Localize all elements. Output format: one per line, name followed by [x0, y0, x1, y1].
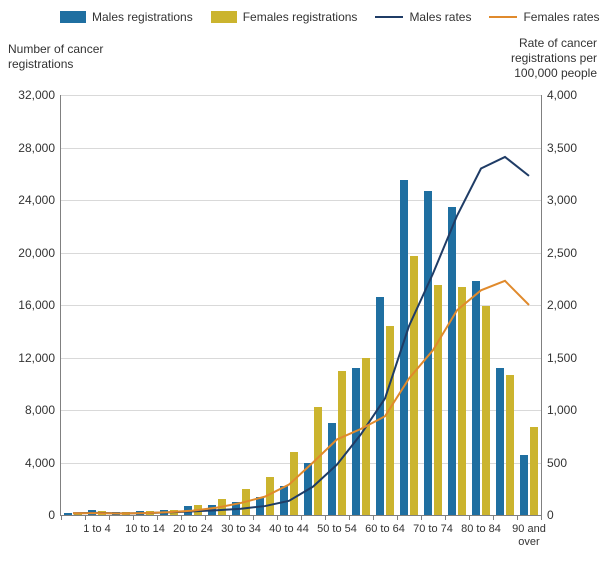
y2-tick-label: 1,000: [547, 403, 577, 417]
legend: Males registrations Females registrations…: [60, 10, 583, 24]
legend-line: [375, 16, 403, 18]
y2-tick-label: 3,000: [547, 193, 577, 207]
legend-line: [489, 16, 517, 18]
x-tick-mark: [541, 515, 542, 520]
x-tick-mark: [61, 515, 62, 520]
y1-tick-label: 16,000: [18, 298, 55, 312]
y1-tick-label: 8,000: [25, 403, 55, 417]
y2-tick-label: 2,000: [547, 298, 577, 312]
y1-tick-label: 32,000: [18, 88, 55, 102]
x-tick-mark: [493, 515, 494, 520]
y1-tick-label: 0: [48, 508, 55, 522]
y2-tick-label: 500: [547, 456, 567, 470]
x-tick-label: 90 andover: [512, 523, 546, 548]
x-tick-mark: [349, 515, 350, 520]
legend-label: Males registrations: [92, 10, 193, 24]
y1-tick-label: 12,000: [18, 351, 55, 365]
y2-tick-label: 1,500: [547, 351, 577, 365]
y2-tick-label: 0: [547, 508, 554, 522]
x-tick-label: 80 to 84: [461, 523, 501, 536]
x-tick-label: 1 to 4: [83, 523, 111, 536]
chart-container: Males registrations Females registrations…: [0, 0, 603, 576]
x-tick-label: 50 to 54: [317, 523, 357, 536]
x-tick-label: 10 to 14: [125, 523, 165, 536]
x-tick-mark: [445, 515, 446, 520]
x-tick-mark: [205, 515, 206, 520]
legend-label: Females registrations: [243, 10, 358, 24]
legend-item: Females rates: [489, 10, 599, 24]
x-tick-mark: [157, 515, 158, 520]
y1-tick-label: 4,000: [25, 456, 55, 470]
legend-swatch: [60, 11, 86, 23]
x-tick-mark: [277, 515, 278, 520]
y2-tick-label: 2,500: [547, 246, 577, 260]
x-tick-mark: [133, 515, 134, 520]
legend-label: Males rates: [409, 10, 471, 24]
legend-label: Females rates: [523, 10, 599, 24]
x-tick-mark: [469, 515, 470, 520]
x-tick-mark: [373, 515, 374, 520]
legend-swatch: [211, 11, 237, 23]
x-tick-mark: [181, 515, 182, 520]
x-tick-mark: [229, 515, 230, 520]
x-tick-label: 40 to 44: [269, 523, 309, 536]
x-tick-mark: [517, 515, 518, 520]
y2-tick-label: 4,000: [547, 88, 577, 102]
x-tick-label: 30 to 34: [221, 523, 261, 536]
y1-axis-title: Number of cancer registrations: [8, 42, 128, 72]
plot-area: 004,0005008,0001,00012,0001,50016,0002,0…: [60, 95, 542, 516]
x-tick-label: 20 to 24: [173, 523, 213, 536]
y2-tick-label: 3,500: [547, 141, 577, 155]
legend-item: Males rates: [375, 10, 471, 24]
legend-item: Females registrations: [211, 10, 358, 24]
y2-axis-title: Rate of cancer registrations per 100,000…: [477, 36, 597, 81]
x-tick-mark: [253, 515, 254, 520]
legend-item: Males registrations: [60, 10, 193, 24]
x-tick-mark: [397, 515, 398, 520]
x-tick-mark: [421, 515, 422, 520]
x-tick-label: 70 to 74: [413, 523, 453, 536]
x-tick-mark: [109, 515, 110, 520]
data-line: [73, 281, 529, 514]
y1-tick-label: 20,000: [18, 246, 55, 260]
x-tick-mark: [301, 515, 302, 520]
x-tick-mark: [85, 515, 86, 520]
x-tick-label: 60 to 64: [365, 523, 405, 536]
data-line: [73, 157, 529, 513]
line-overlay: [61, 95, 541, 515]
y1-tick-label: 24,000: [18, 193, 55, 207]
y1-tick-label: 28,000: [18, 141, 55, 155]
x-tick-mark: [325, 515, 326, 520]
